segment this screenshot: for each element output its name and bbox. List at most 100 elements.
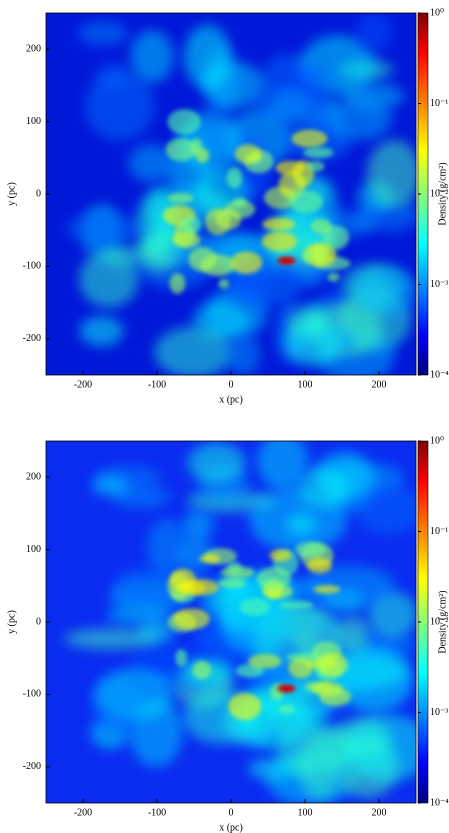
density-image xyxy=(46,13,416,375)
x-tick-label: 0 xyxy=(229,807,234,818)
gas xyxy=(184,24,231,89)
dense-gas xyxy=(327,272,340,282)
gas xyxy=(154,326,234,375)
colorbar-tick-label: 10⁻² xyxy=(430,188,448,199)
dense-gas xyxy=(303,147,334,159)
dense-gas xyxy=(313,585,341,594)
gas xyxy=(332,645,414,713)
gas xyxy=(187,442,246,484)
dense-gas xyxy=(180,216,202,234)
gas xyxy=(313,451,375,501)
colorbar-label: Density (g/cm²) xyxy=(437,590,448,653)
dense-gas xyxy=(165,138,197,162)
dense-gas xyxy=(173,608,210,630)
dense-gas xyxy=(218,278,230,289)
gas xyxy=(112,486,171,509)
x-tick-label: 0 xyxy=(229,379,234,390)
dense-gas xyxy=(239,598,271,616)
gas xyxy=(91,475,129,497)
gas xyxy=(367,591,416,638)
y-tick-label: -200 xyxy=(23,333,41,344)
gas xyxy=(114,567,176,602)
dense-gas xyxy=(319,687,352,706)
dense-gas xyxy=(306,557,332,574)
dense-gas xyxy=(175,649,188,667)
dense-gas xyxy=(190,138,203,156)
gas xyxy=(79,251,139,308)
dense-gas xyxy=(167,192,194,204)
gas xyxy=(226,334,261,375)
dense-gas xyxy=(311,244,328,264)
dense-gas xyxy=(188,247,217,272)
x-tick-label: 100 xyxy=(298,807,313,818)
dense-gas xyxy=(317,652,348,677)
gas xyxy=(79,315,124,347)
colorbar-tick-label: 10⁻³ xyxy=(430,279,448,290)
dense-gas xyxy=(302,250,314,263)
colorbar-tick-label: 10⁻¹ xyxy=(430,98,448,109)
x-tick-label: 200 xyxy=(372,379,387,390)
dense-gas xyxy=(218,578,247,589)
dense-gas xyxy=(172,231,201,249)
y-axis-label: y (pc) xyxy=(6,610,17,634)
dense-gas xyxy=(226,167,243,189)
gas xyxy=(355,13,393,52)
colorbar-tick-label: 10⁻¹ xyxy=(430,526,448,537)
gas xyxy=(297,730,344,799)
core xyxy=(277,684,296,693)
gas xyxy=(137,621,175,643)
gas xyxy=(286,513,317,536)
y-tick-label: 100 xyxy=(26,544,41,555)
y-tick-label: 200 xyxy=(26,471,41,482)
gas xyxy=(147,518,187,577)
x-tick-label: 100 xyxy=(298,379,313,390)
gas xyxy=(84,71,155,141)
colorbar-tick-label: 10⁻⁴ xyxy=(430,797,449,808)
gas xyxy=(344,714,416,782)
x-tick-label: -100 xyxy=(148,379,166,390)
density-map: -200 -100 0 100 200 -200 -100 0 100 200 x (pc) y (p… xyxy=(6,435,449,833)
gas xyxy=(130,30,174,83)
gas xyxy=(338,615,369,653)
colorbar-label: Density (g/cm²) xyxy=(437,162,448,225)
y-tick-label: 100 xyxy=(26,116,41,127)
dense-gas xyxy=(230,251,263,274)
dense-gas xyxy=(167,109,201,135)
dense-gas xyxy=(261,231,297,252)
dense-gas xyxy=(215,209,242,230)
x-tick-label: -200 xyxy=(74,379,92,390)
gas xyxy=(64,628,159,650)
gas xyxy=(367,139,416,208)
density-image xyxy=(46,441,416,803)
x-tick-label: 200 xyxy=(372,807,387,818)
y-tick-label: -100 xyxy=(23,689,41,700)
colorbar-tick-label: 10⁰ xyxy=(430,435,444,446)
gas xyxy=(128,144,173,183)
gas xyxy=(136,190,178,256)
gas xyxy=(355,483,416,535)
gas xyxy=(301,565,396,605)
gas xyxy=(253,88,313,121)
y-tick-label: 0 xyxy=(36,188,41,199)
dense-gas xyxy=(269,549,292,562)
dense-gas xyxy=(220,566,255,579)
y-tick-label: 200 xyxy=(26,43,41,54)
dense-gas xyxy=(199,554,221,564)
y-tick-label: -100 xyxy=(23,261,41,272)
x-tick-label: -100 xyxy=(148,807,166,818)
dense-gas xyxy=(294,541,326,558)
dense-gas xyxy=(306,161,325,172)
dense-gas xyxy=(310,219,332,234)
dense-gas xyxy=(192,660,212,680)
dense-gas xyxy=(256,567,292,590)
x-axis-label: x (pc) xyxy=(219,822,243,833)
colorbar-tick-label: 10⁻⁴ xyxy=(430,369,449,380)
dense-gas xyxy=(289,190,324,213)
gas xyxy=(284,317,342,367)
dense-gas xyxy=(248,654,282,669)
density-map: -200 -100 0 100 200 -200 -100 0 100 200 x (pc) y (p… xyxy=(6,7,449,405)
gas xyxy=(221,600,293,653)
gas xyxy=(328,98,392,141)
y-tick-label: 0 xyxy=(36,616,41,627)
